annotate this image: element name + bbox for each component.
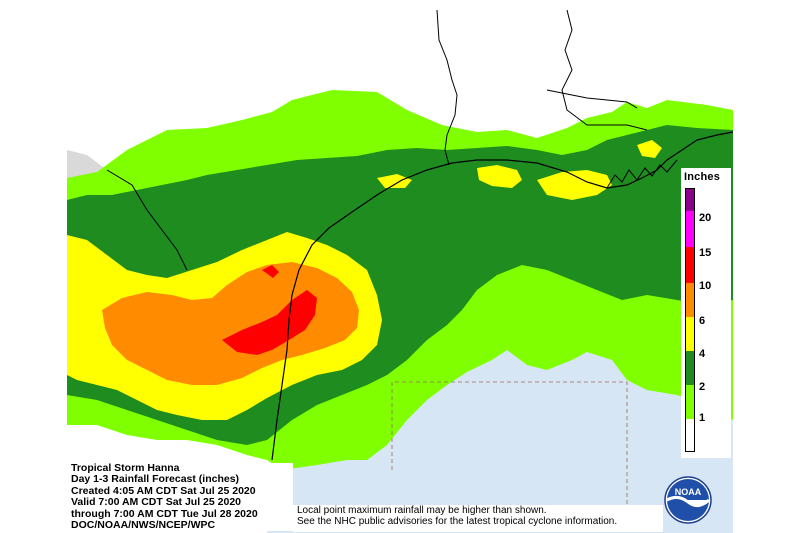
- legend-seg-10-15: [686, 247, 694, 283]
- rain-4-6-patch-2: [537, 170, 612, 200]
- legend-seg-6-10: [686, 283, 694, 317]
- legend-seg-1-2: [686, 385, 694, 419]
- note-line-1: Local point maximum rainfall may be high…: [297, 505, 547, 516]
- legend-seg-15-20: [686, 211, 694, 247]
- delta-coast: [606, 159, 678, 189]
- rain-10-15-patch: [262, 265, 279, 278]
- state-border-tx-la: [436, 9, 458, 166]
- rain-10-15: [222, 290, 317, 355]
- legend: Inches 20 15 10 6 4 2 1: [681, 168, 731, 458]
- legend-tick-2: 2: [699, 381, 706, 393]
- legend-colorbar: [685, 188, 695, 452]
- state-border-la-ms: [561, 9, 648, 131]
- rain-4-6-patch-1: [477, 165, 522, 188]
- rain-6-10: [102, 262, 359, 385]
- legend-tick-10: 10: [699, 280, 712, 292]
- rain-4-6-patch-4: [637, 140, 662, 158]
- legend-seg-0-1: [686, 419, 694, 451]
- forecast-info: Tropical Storm Hanna Day 1-3 Rainfall Fo…: [68, 462, 293, 532]
- storm-name: Tropical Storm Hanna: [71, 462, 180, 474]
- rainfall-map: [67, 0, 733, 533]
- legend-tick-1: 1: [699, 412, 706, 424]
- through-time: through 7:00 AM CDT Tue Jul 28 2020: [71, 507, 258, 520]
- legend-tick-20: 20: [699, 212, 712, 224]
- created-time: Created 4:05 AM CDT Sat Jul 25 2020: [71, 484, 256, 497]
- map-canvas: [67, 0, 733, 533]
- note-line-2: See the NHC public advisories for the la…: [297, 516, 618, 527]
- dashed-boundary: [391, 381, 628, 505]
- state-border-la-ar: [546, 89, 638, 109]
- forecast-title: Day 1-3 Rainfall Forecast (inches): [71, 473, 240, 486]
- valid-time: Valid 7:00 AM CDT Sat Jul 25 2020: [71, 496, 242, 509]
- legend-seg-4-6: [686, 317, 694, 351]
- rain-4-6-patch-3: [377, 174, 412, 188]
- legend-seg-2-4: [686, 351, 694, 385]
- legend-title: Inches: [684, 171, 721, 183]
- legend-tick-4: 4: [699, 348, 706, 360]
- legend-tick-15: 15: [699, 247, 712, 259]
- disclaimer-note: Local point maximum rainfall may be high…: [293, 505, 663, 532]
- noaa-logo-icon: NOAA: [664, 476, 712, 524]
- legend-seg-20plus: [686, 189, 694, 211]
- noaa-logo-text: NOAA: [675, 487, 702, 497]
- legend-tick-6: 6: [699, 315, 706, 327]
- border-us-mexico: [106, 169, 188, 271]
- source-agency: DOC/NOAA/NWS/NCEP/WPC: [71, 519, 216, 532]
- coastline: [271, 131, 733, 461]
